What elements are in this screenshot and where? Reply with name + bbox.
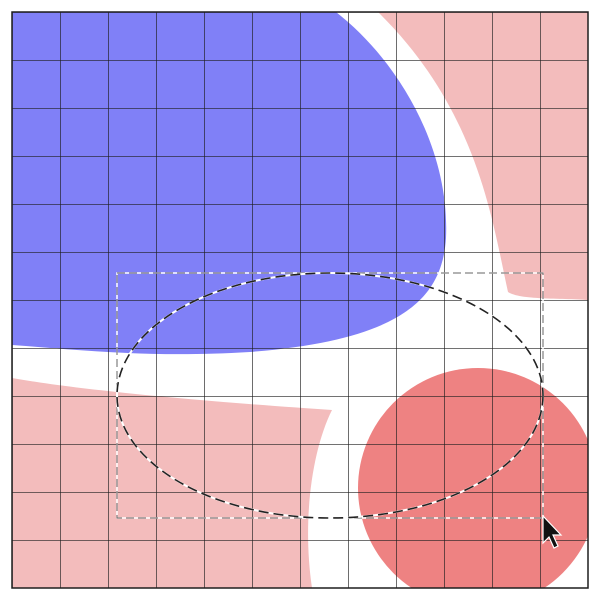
board: [12, 12, 588, 588]
selection-ellipse: [116, 272, 544, 519]
board-border: [11, 11, 589, 589]
cursor: [542, 514, 563, 549]
grid: [12, 12, 588, 588]
